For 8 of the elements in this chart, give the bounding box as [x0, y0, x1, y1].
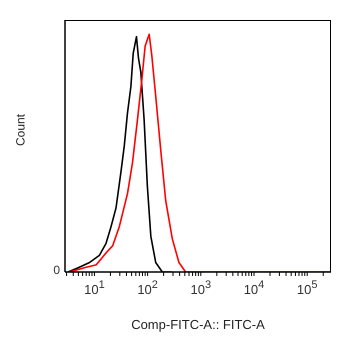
x-tick-label: 10$^{2}$	[137, 279, 158, 297]
text: 0	[53, 263, 60, 277]
x-tick-label: 10$^{5}$	[296, 279, 318, 297]
x-tick-label: 10$^{4}$	[244, 279, 264, 297]
y-axis-title: Count	[13, 113, 28, 146]
x-tick-label: 10$^{3}$	[190, 279, 212, 297]
x-axis-title: Comp-FITC-A:: FITC-A	[131, 317, 266, 332]
x-tick-label: 10$^{1}$	[84, 279, 105, 297]
